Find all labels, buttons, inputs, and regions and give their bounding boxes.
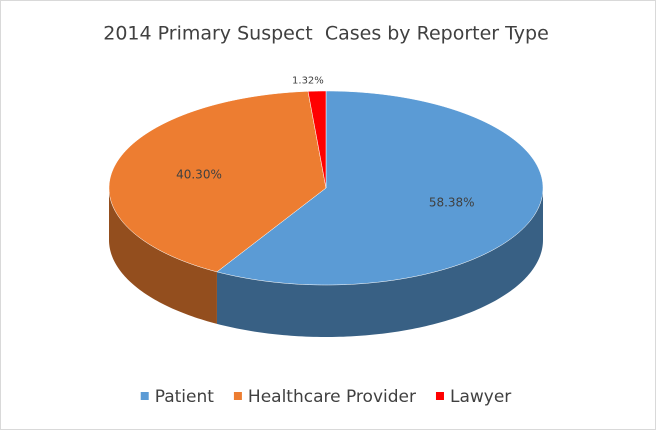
legend-swatch	[435, 392, 444, 400]
legend-label: Healthcare Provider	[248, 387, 416, 407]
pie-tops	[108, 90, 544, 286]
pie-sides	[109, 188, 543, 337]
pie-slice-side	[216, 188, 543, 337]
data-label: 58.38%	[429, 196, 475, 210]
data-labels: 58.38% 40.30% 1.32%	[176, 75, 474, 209]
legend-label: Patient	[155, 387, 215, 407]
legend: Patient Healthcare Provider Lawyer	[140, 387, 511, 407]
legend-swatch	[140, 392, 149, 400]
legend-label: Lawyer	[450, 387, 511, 407]
pie-slice	[108, 91, 327, 273]
pie-slice	[216, 90, 544, 286]
pie-slice	[307, 90, 327, 189]
data-label: 40.30%	[176, 168, 222, 182]
legend-swatch	[233, 392, 242, 400]
pie-slice-side	[109, 188, 217, 324]
data-label: 1.32%	[292, 75, 324, 86]
chart-title: 2014 Primary Suspect Cases by Reporter T…	[103, 23, 549, 45]
